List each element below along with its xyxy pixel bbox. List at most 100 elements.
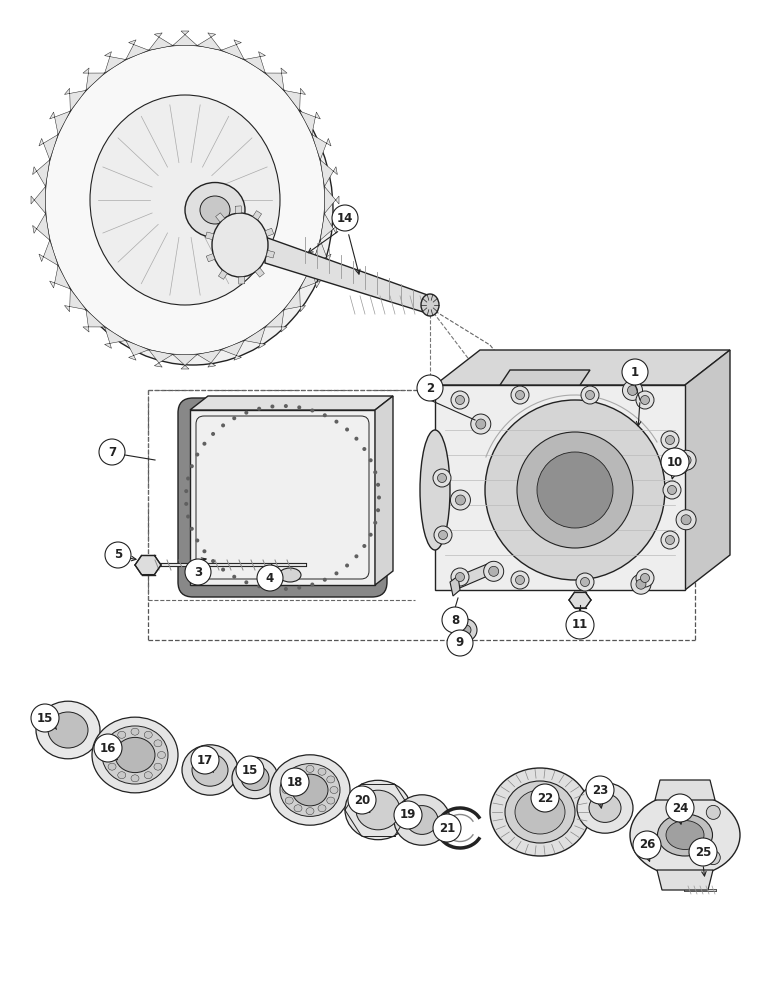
- Circle shape: [484, 561, 503, 581]
- Circle shape: [581, 578, 590, 586]
- Circle shape: [394, 801, 422, 829]
- Ellipse shape: [515, 790, 565, 834]
- Ellipse shape: [505, 781, 575, 843]
- Polygon shape: [266, 250, 275, 258]
- Polygon shape: [222, 40, 244, 60]
- Polygon shape: [312, 134, 331, 160]
- Text: 18: 18: [287, 776, 303, 788]
- Text: 10: 10: [667, 456, 683, 468]
- Polygon shape: [173, 31, 197, 46]
- Polygon shape: [218, 270, 227, 279]
- Polygon shape: [435, 385, 685, 590]
- Circle shape: [706, 805, 720, 819]
- Circle shape: [334, 571, 338, 575]
- Ellipse shape: [648, 853, 662, 863]
- Circle shape: [476, 419, 486, 429]
- Polygon shape: [126, 340, 149, 360]
- Circle shape: [581, 386, 599, 404]
- Text: 4: 4: [266, 572, 274, 584]
- Circle shape: [186, 515, 190, 519]
- Polygon shape: [256, 268, 264, 277]
- Polygon shape: [450, 576, 460, 596]
- Ellipse shape: [36, 701, 100, 759]
- Circle shape: [185, 559, 211, 585]
- Polygon shape: [104, 327, 126, 348]
- Circle shape: [377, 495, 381, 499]
- Circle shape: [455, 572, 465, 582]
- Circle shape: [190, 527, 194, 531]
- Text: 5: 5: [114, 548, 122, 562]
- Polygon shape: [324, 186, 339, 214]
- Circle shape: [516, 576, 524, 584]
- Circle shape: [447, 630, 473, 656]
- Polygon shape: [244, 327, 266, 348]
- Polygon shape: [655, 780, 715, 800]
- Text: 16: 16: [100, 742, 117, 754]
- Circle shape: [661, 431, 679, 449]
- Text: 7: 7: [108, 446, 116, 458]
- Circle shape: [641, 574, 649, 582]
- Ellipse shape: [406, 806, 438, 834]
- Ellipse shape: [131, 775, 139, 782]
- Circle shape: [665, 536, 675, 544]
- Circle shape: [661, 448, 689, 476]
- Ellipse shape: [421, 294, 439, 316]
- Circle shape: [334, 420, 338, 424]
- Circle shape: [323, 578, 327, 582]
- Ellipse shape: [306, 765, 314, 772]
- Ellipse shape: [185, 182, 245, 237]
- Circle shape: [270, 586, 274, 590]
- Polygon shape: [300, 111, 320, 134]
- Circle shape: [362, 447, 367, 451]
- Ellipse shape: [658, 814, 713, 856]
- Circle shape: [451, 568, 469, 586]
- Polygon shape: [49, 111, 70, 134]
- Polygon shape: [149, 33, 173, 50]
- Circle shape: [310, 408, 314, 412]
- Circle shape: [516, 390, 524, 399]
- Text: 19: 19: [400, 808, 416, 822]
- Circle shape: [706, 851, 720, 865]
- Circle shape: [633, 831, 661, 859]
- Text: 25: 25: [695, 846, 711, 858]
- Polygon shape: [83, 310, 105, 332]
- Circle shape: [451, 391, 469, 409]
- Circle shape: [236, 756, 264, 784]
- Ellipse shape: [45, 45, 325, 355]
- Text: 8: 8: [451, 613, 459, 626]
- Polygon shape: [215, 213, 225, 222]
- Text: 9: 9: [456, 637, 464, 650]
- Circle shape: [221, 568, 225, 572]
- Polygon shape: [657, 870, 713, 890]
- Circle shape: [211, 432, 215, 436]
- Circle shape: [191, 746, 219, 774]
- Polygon shape: [197, 350, 222, 367]
- Circle shape: [232, 575, 236, 579]
- Polygon shape: [239, 277, 245, 284]
- Ellipse shape: [285, 797, 293, 804]
- Text: 24: 24: [672, 802, 688, 814]
- Ellipse shape: [270, 755, 350, 825]
- Text: 1: 1: [631, 365, 639, 378]
- Circle shape: [517, 432, 633, 548]
- Circle shape: [485, 400, 665, 580]
- Polygon shape: [284, 88, 306, 111]
- Polygon shape: [252, 211, 262, 220]
- Circle shape: [531, 784, 559, 812]
- Circle shape: [636, 569, 654, 587]
- Circle shape: [450, 490, 470, 510]
- FancyBboxPatch shape: [196, 416, 369, 579]
- Ellipse shape: [154, 763, 162, 770]
- Circle shape: [681, 455, 691, 465]
- Polygon shape: [235, 206, 242, 213]
- Ellipse shape: [104, 752, 113, 758]
- Circle shape: [257, 584, 261, 588]
- Circle shape: [471, 414, 491, 434]
- Polygon shape: [266, 68, 287, 90]
- Circle shape: [257, 565, 283, 591]
- Polygon shape: [149, 350, 173, 367]
- Ellipse shape: [53, 55, 333, 365]
- Ellipse shape: [157, 752, 165, 758]
- Ellipse shape: [90, 95, 280, 305]
- Polygon shape: [135, 555, 161, 575]
